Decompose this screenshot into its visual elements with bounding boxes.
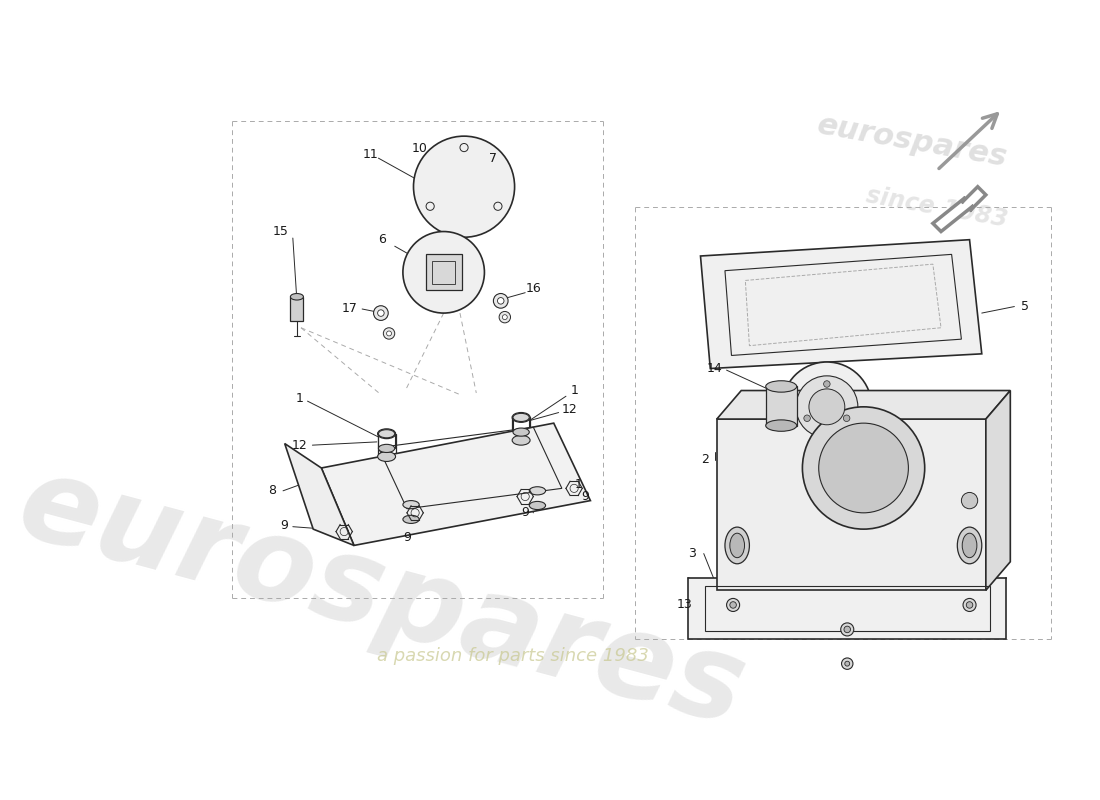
Text: since 1983: since 1983 <box>865 183 1010 231</box>
Circle shape <box>503 314 507 319</box>
Circle shape <box>414 136 515 238</box>
Text: eurospares: eurospares <box>8 446 758 750</box>
Polygon shape <box>285 443 354 546</box>
Text: 10: 10 <box>411 142 427 155</box>
Text: 7: 7 <box>488 152 496 165</box>
Circle shape <box>842 658 852 670</box>
Ellipse shape <box>529 502 546 510</box>
Ellipse shape <box>529 486 546 495</box>
Ellipse shape <box>403 515 419 523</box>
Circle shape <box>961 493 978 509</box>
Ellipse shape <box>513 414 529 422</box>
Polygon shape <box>701 240 982 369</box>
Circle shape <box>729 602 736 608</box>
Polygon shape <box>933 186 986 231</box>
Ellipse shape <box>513 413 530 422</box>
Bar <box>432 261 455 284</box>
Ellipse shape <box>290 294 304 300</box>
Text: 1: 1 <box>574 478 582 490</box>
Bar <box>766 386 796 426</box>
Circle shape <box>383 328 395 339</box>
Polygon shape <box>733 0 1100 44</box>
Circle shape <box>824 381 830 387</box>
Polygon shape <box>717 419 986 590</box>
Circle shape <box>844 415 850 422</box>
Text: 14: 14 <box>706 362 723 375</box>
Bar <box>426 254 462 290</box>
Circle shape <box>962 598 976 611</box>
Bar <box>290 297 304 322</box>
Circle shape <box>844 626 850 633</box>
Text: 9: 9 <box>280 518 288 531</box>
Circle shape <box>727 598 739 611</box>
Circle shape <box>377 310 384 316</box>
Text: 1: 1 <box>296 392 304 405</box>
Circle shape <box>802 407 925 529</box>
Ellipse shape <box>513 435 530 445</box>
Circle shape <box>966 602 972 608</box>
Text: 4: 4 <box>737 400 745 414</box>
Circle shape <box>818 423 909 513</box>
Circle shape <box>808 389 845 425</box>
Ellipse shape <box>962 534 977 558</box>
Text: 15: 15 <box>273 225 288 238</box>
Text: 8: 8 <box>268 484 276 498</box>
Ellipse shape <box>403 501 419 509</box>
Text: 2: 2 <box>701 454 708 466</box>
Ellipse shape <box>378 444 395 453</box>
Circle shape <box>403 231 484 313</box>
Circle shape <box>840 623 854 636</box>
Ellipse shape <box>729 534 745 558</box>
Text: 9: 9 <box>403 530 411 544</box>
Ellipse shape <box>766 381 796 392</box>
Circle shape <box>497 298 504 304</box>
Ellipse shape <box>725 527 749 564</box>
Polygon shape <box>717 390 1010 419</box>
Circle shape <box>494 294 508 308</box>
Text: 11: 11 <box>362 147 378 161</box>
Text: 6: 6 <box>378 233 386 246</box>
Polygon shape <box>986 390 1010 590</box>
Text: 3: 3 <box>689 547 696 560</box>
Circle shape <box>386 331 392 336</box>
Ellipse shape <box>513 428 529 436</box>
Ellipse shape <box>378 430 395 438</box>
Circle shape <box>782 362 871 452</box>
Text: 5: 5 <box>1021 300 1028 313</box>
Polygon shape <box>321 423 591 546</box>
Circle shape <box>796 376 858 438</box>
Text: a passion for parts since 1983: a passion for parts since 1983 <box>377 646 649 665</box>
Circle shape <box>845 662 849 666</box>
Text: 17: 17 <box>342 302 358 315</box>
Ellipse shape <box>957 527 982 564</box>
Circle shape <box>374 306 388 321</box>
Text: 12: 12 <box>292 438 307 452</box>
Circle shape <box>499 311 510 323</box>
Circle shape <box>804 415 811 422</box>
Ellipse shape <box>377 429 396 438</box>
Polygon shape <box>689 578 1006 639</box>
Text: eurospares: eurospares <box>815 111 1010 173</box>
Text: 13: 13 <box>676 598 692 611</box>
Text: 12: 12 <box>562 402 578 416</box>
Ellipse shape <box>377 452 396 462</box>
Text: 16: 16 <box>526 282 541 295</box>
Text: 1: 1 <box>570 384 579 397</box>
Text: 9: 9 <box>581 490 589 503</box>
Ellipse shape <box>766 420 796 431</box>
Text: 9: 9 <box>521 506 529 519</box>
